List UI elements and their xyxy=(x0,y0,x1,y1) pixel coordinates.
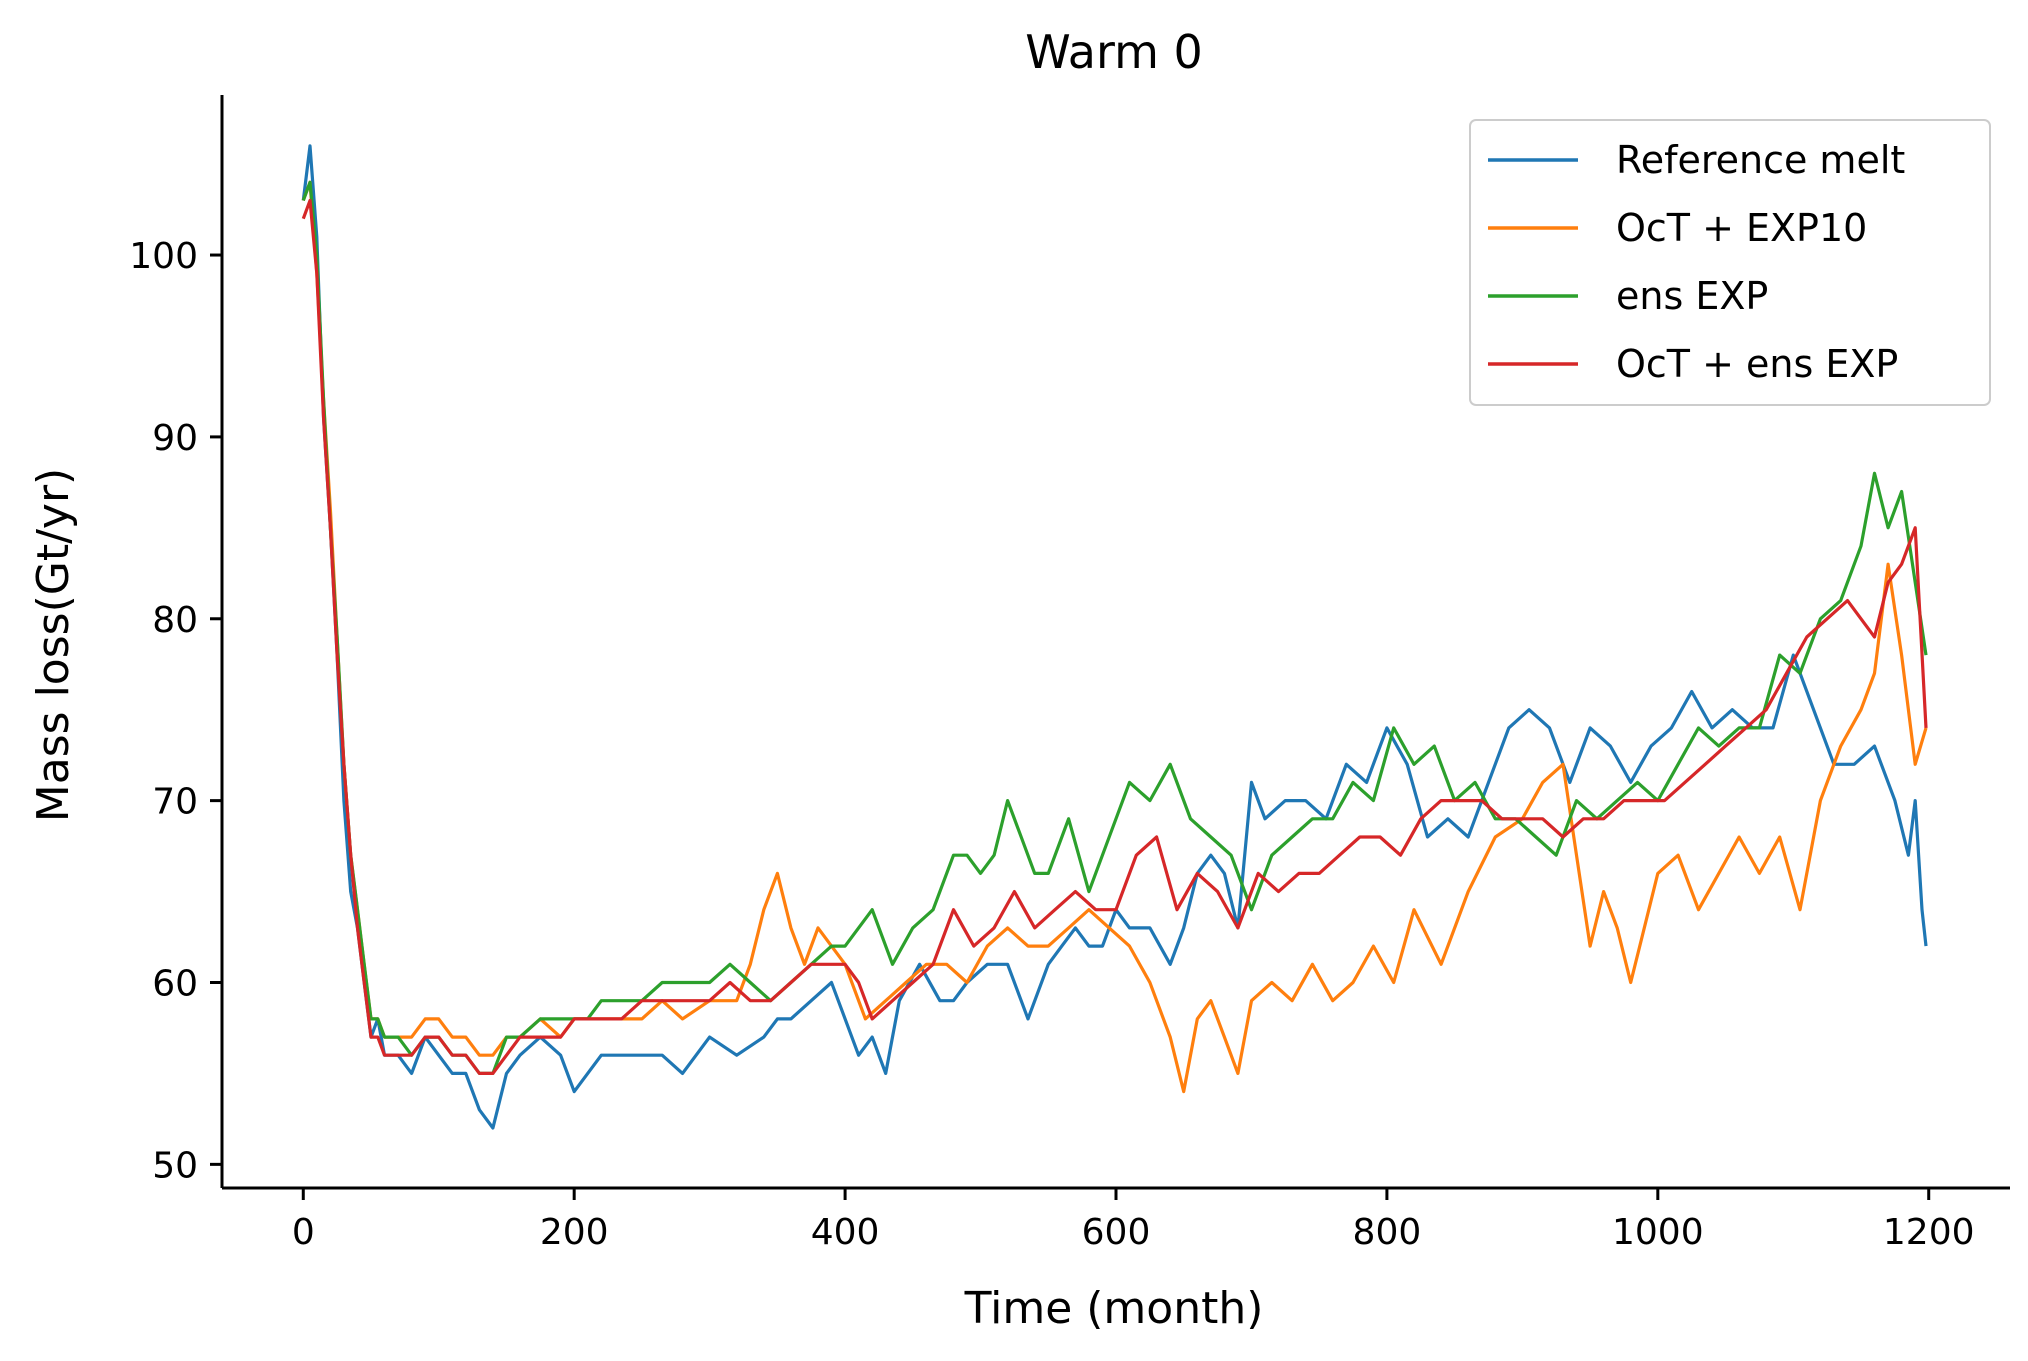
y-tick-label: 70 xyxy=(152,782,198,823)
y-tick-label: 100 xyxy=(129,236,198,277)
legend-label: Reference melt xyxy=(1616,138,1905,182)
x-axis-title: Time (month) xyxy=(964,1283,1264,1334)
x-tick-label: 400 xyxy=(811,1212,880,1253)
series-line-1 xyxy=(301,144,1928,1130)
x-tick-label: 1000 xyxy=(1612,1212,1704,1253)
y-axis: 50 60 70 80 90 100 xyxy=(129,95,224,1188)
y-axis-title: Mass loss(Gt/yr) xyxy=(28,468,79,822)
x-tick-label: 600 xyxy=(1082,1212,1151,1253)
x-tick-label: 200 xyxy=(540,1212,609,1253)
legend-label: OcT + EXP10 xyxy=(1616,206,1867,250)
legend-label: ens EXP xyxy=(1616,274,1768,318)
x-tick-label: 800 xyxy=(1353,1212,1422,1253)
legend-label: OcT + ens EXP xyxy=(1616,342,1898,386)
x-axis: 0 200 400 600 800 1000 1200 xyxy=(222,1186,2010,1253)
legend-box xyxy=(1469,119,1991,406)
x-tick-label: 1200 xyxy=(1883,1212,1975,1253)
plot-area xyxy=(301,144,1928,1130)
y-tick-label: 90 xyxy=(152,418,198,459)
y-tick-label: 60 xyxy=(152,963,198,1004)
legend: Reference melt OcT + EXP10 ens EXP OcT + en… xyxy=(1469,119,1991,406)
series-line-4 xyxy=(301,198,1928,1075)
series-line-2 xyxy=(301,180,1928,1094)
y-tick-label: 50 xyxy=(152,1145,198,1186)
x-tick-label: 0 xyxy=(292,1212,315,1253)
y-tick-label: 80 xyxy=(152,600,198,641)
chart-title: Warm 0 xyxy=(1025,25,1203,79)
